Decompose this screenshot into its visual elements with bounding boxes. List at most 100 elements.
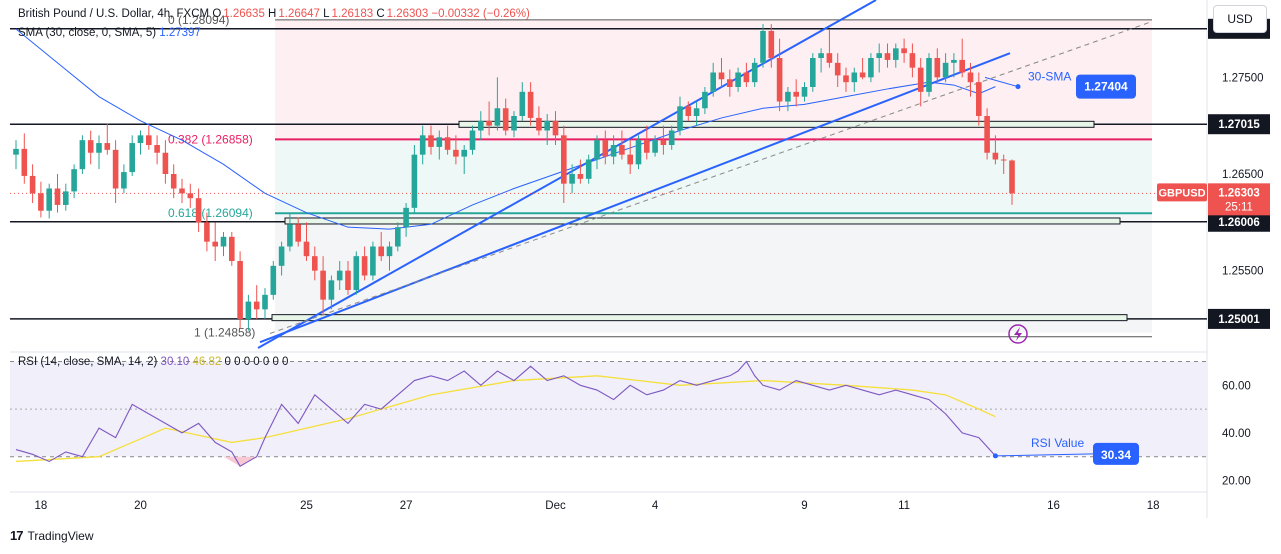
price-tag-countdown: 25:11 <box>1225 201 1253 213</box>
candle-body <box>926 58 932 92</box>
candle-body <box>486 120 492 126</box>
candle-body <box>710 72 716 92</box>
candle-body <box>685 106 692 116</box>
candle-body <box>403 207 409 228</box>
candle-body <box>569 174 575 184</box>
time-tick-label: 27 <box>400 500 413 512</box>
time-tick-label: 20 <box>134 500 147 512</box>
candle-body <box>519 91 526 116</box>
candle-body <box>826 53 833 63</box>
sma-tag-value: 1.27404 <box>1084 80 1128 94</box>
low-label: L <box>323 8 330 20</box>
candle-body <box>270 265 277 295</box>
fib-zone-0618-1 <box>275 213 1152 333</box>
candle-body <box>121 172 127 189</box>
candle-body <box>876 53 882 58</box>
candle-body <box>652 140 658 153</box>
open-label: O <box>212 8 222 20</box>
candle-body <box>577 174 584 179</box>
candle-body <box>237 261 243 319</box>
price-tick-label: 1.27500 <box>1222 72 1264 84</box>
candle-body <box>229 236 235 261</box>
time-tick-label: Dec <box>545 500 566 512</box>
candle-body <box>735 72 741 87</box>
price-tag-box <box>1208 183 1270 216</box>
candle-body <box>851 72 858 83</box>
candle-body <box>776 58 783 102</box>
candle-body <box>917 67 924 92</box>
candle-body <box>428 135 434 147</box>
candle-body <box>253 301 260 310</box>
rsi-tick-label: 60.00 <box>1222 380 1251 392</box>
candle-body <box>793 91 799 97</box>
candle-body <box>751 62 758 83</box>
candle-body <box>619 145 625 155</box>
candle-body <box>494 108 501 126</box>
candle-body <box>361 256 368 276</box>
rsi-tag-box <box>1093 442 1139 465</box>
symbol-tag-box <box>1157 183 1207 202</box>
candle-body <box>345 270 351 290</box>
candle-body <box>527 91 534 118</box>
rsi-tick-label: 20.00 <box>1222 475 1251 487</box>
candle-body <box>312 256 318 271</box>
fib-label: 0.618 (1.26094) <box>168 206 253 220</box>
candle-body <box>785 91 791 102</box>
high-label: H <box>268 8 277 20</box>
candles-group <box>13 24 1015 331</box>
candle-body <box>278 246 285 266</box>
candle-body <box>220 236 227 247</box>
candle-body <box>21 148 28 176</box>
candle-body <box>370 246 376 276</box>
candle-body <box>801 87 808 97</box>
level-axis-label: 1.26006 <box>1218 217 1260 229</box>
candle-body <box>668 130 675 145</box>
sma-label: SMA (30, close, 0, SMA, 5) <box>18 27 157 39</box>
sma-tag-dot <box>1015 84 1021 90</box>
candle-body <box>353 256 360 290</box>
candle-body <box>461 149 467 157</box>
level-axis-box <box>1208 114 1270 135</box>
candle-body <box>395 227 401 247</box>
candle-body <box>884 53 891 60</box>
time-tick-label: 11 <box>898 500 910 512</box>
candle-body <box>137 135 144 144</box>
candle-body <box>419 135 426 155</box>
price-tick-label: 1.26500 <box>1222 169 1264 181</box>
candle-body <box>561 135 567 184</box>
candle-body <box>951 59 957 63</box>
candle-body <box>660 140 667 145</box>
candle-body <box>610 145 617 157</box>
rsi-line <box>15 360 996 467</box>
candle-body <box>63 191 69 205</box>
candle-body <box>942 62 949 78</box>
candle-body <box>46 188 52 211</box>
candle-body <box>718 72 725 80</box>
candle-body <box>411 154 418 208</box>
candle-body <box>328 280 335 300</box>
rsi-value: 30.10 <box>160 356 190 368</box>
rsi-tag-value: 30.34 <box>1101 448 1131 462</box>
rsi-sma-value: 46.82 <box>192 356 222 368</box>
candle-body <box>834 62 841 76</box>
footer-brand[interactable]: 17 TradingView <box>10 528 94 543</box>
time-tick-label: 18 <box>1147 500 1160 512</box>
candle-body <box>469 130 476 150</box>
close-value: 1.26303 <box>386 8 429 20</box>
fib-label: 1 (1.24858) <box>194 326 255 340</box>
candle-body <box>552 120 559 136</box>
currency-button[interactable]: USD <box>1213 5 1267 33</box>
support-zone <box>284 217 1121 225</box>
rsi-band-fill <box>10 361 1208 457</box>
candle-body <box>336 270 343 281</box>
rsi-legend: RSI (14, close, SMA, 14, 2) 30.10 46.82 … <box>18 356 288 368</box>
candle-body <box>87 140 94 153</box>
lightning-icon <box>1014 327 1022 341</box>
candle-body <box>934 58 941 78</box>
lightning-icon-ring <box>1008 324 1028 344</box>
candle-body <box>901 48 907 54</box>
level-axis-box <box>1208 211 1270 232</box>
candle-body <box>245 301 252 319</box>
